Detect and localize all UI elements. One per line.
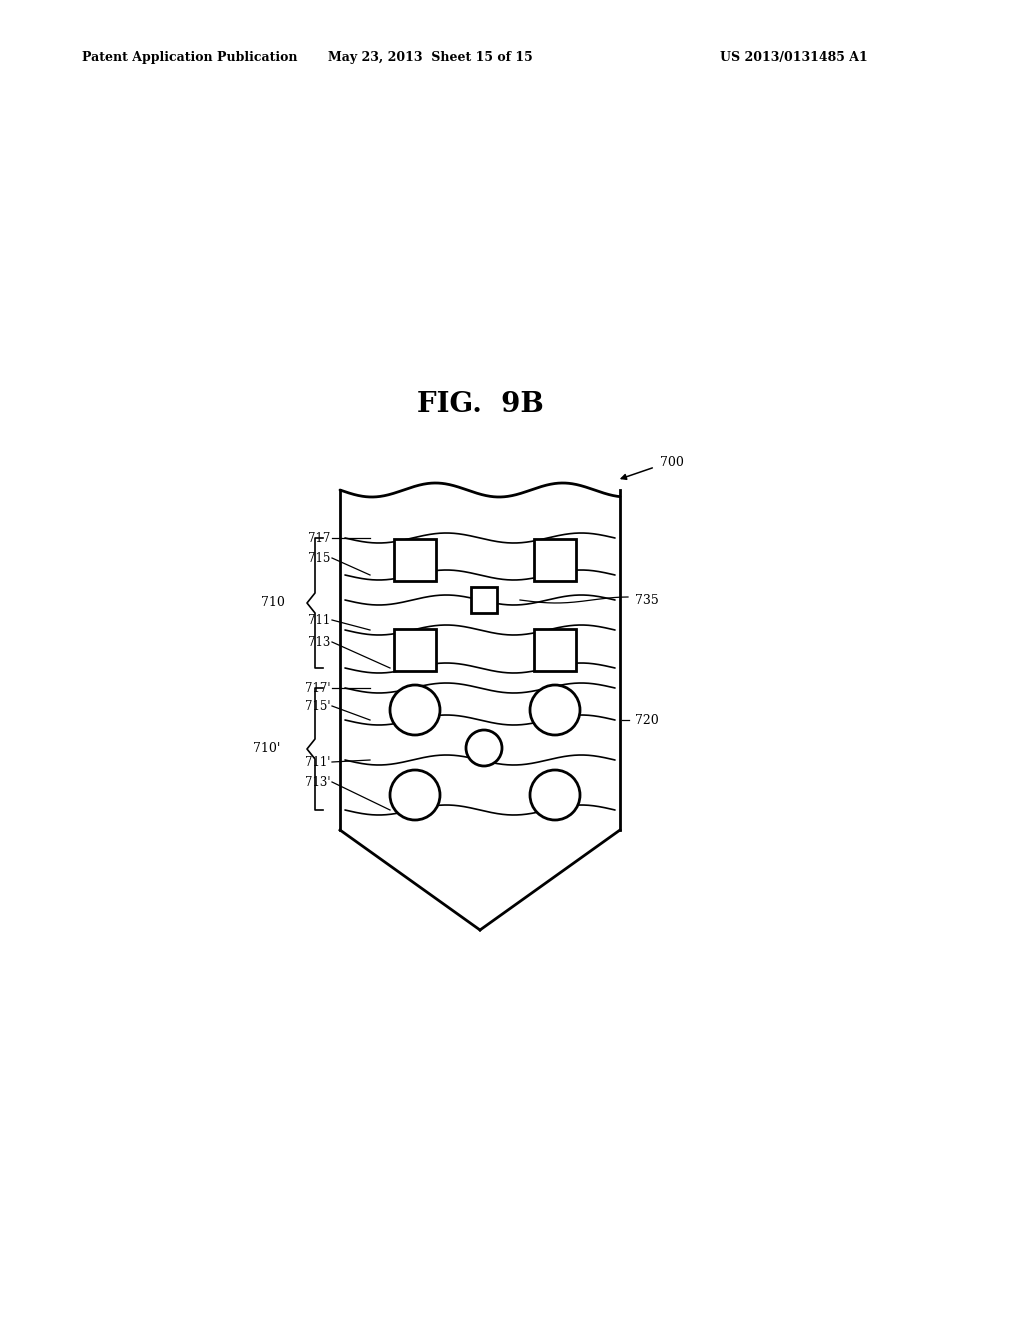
Text: FIG.  9B: FIG. 9B <box>417 392 544 418</box>
Text: Patent Application Publication: Patent Application Publication <box>82 51 298 65</box>
Text: 715: 715 <box>307 552 330 565</box>
Text: May 23, 2013  Sheet 15 of 15: May 23, 2013 Sheet 15 of 15 <box>328 51 532 65</box>
Circle shape <box>390 685 440 735</box>
Text: 715': 715' <box>304 700 330 713</box>
Circle shape <box>530 770 580 820</box>
Text: 711': 711' <box>304 755 330 768</box>
Bar <box>534 630 575 671</box>
Circle shape <box>390 770 440 820</box>
Text: 720: 720 <box>635 714 658 726</box>
Text: 710': 710' <box>253 742 280 755</box>
Text: 713': 713' <box>304 776 330 788</box>
Circle shape <box>466 730 502 766</box>
Text: US 2013/0131485 A1: US 2013/0131485 A1 <box>720 51 867 65</box>
Circle shape <box>530 685 580 735</box>
Bar <box>534 539 575 581</box>
Text: 713: 713 <box>307 635 330 648</box>
Bar <box>471 587 497 612</box>
Text: 717': 717' <box>304 681 330 694</box>
Text: 700: 700 <box>660 455 684 469</box>
Text: 735: 735 <box>635 594 658 606</box>
Text: 711: 711 <box>308 614 330 627</box>
Bar <box>394 630 436 671</box>
Text: 717: 717 <box>307 532 330 544</box>
Bar <box>394 539 436 581</box>
Text: 710: 710 <box>261 597 285 610</box>
